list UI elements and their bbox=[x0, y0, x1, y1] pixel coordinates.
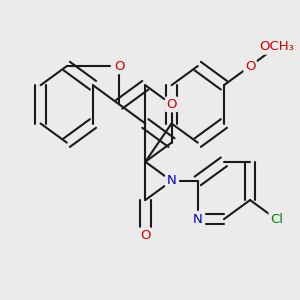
Text: Cl: Cl bbox=[270, 213, 283, 226]
Text: N: N bbox=[193, 213, 202, 226]
Text: O: O bbox=[140, 229, 151, 242]
Text: O: O bbox=[245, 60, 255, 73]
Text: O: O bbox=[114, 60, 124, 73]
Text: N: N bbox=[167, 174, 176, 188]
Text: O: O bbox=[166, 98, 177, 111]
Text: OCH₃: OCH₃ bbox=[259, 40, 294, 53]
